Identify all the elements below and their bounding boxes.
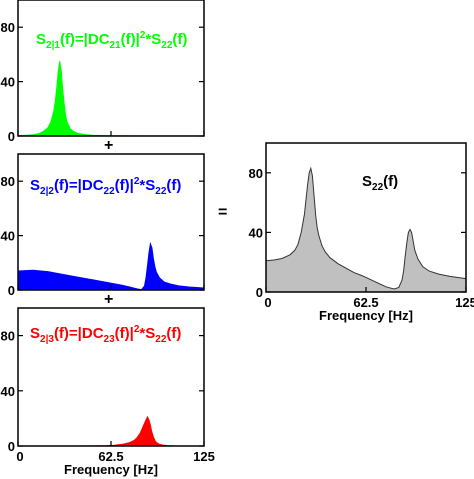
y-tick-label: 0 — [8, 439, 15, 454]
x-tick-label: 62.5 — [98, 449, 123, 464]
y-tick-label: 0 — [8, 283, 15, 298]
series-line — [265, 166, 467, 290]
chart-title: S2|1(f)=|DC21(f)|2*S22(f) — [36, 30, 187, 51]
y-tick-label: 80 — [1, 329, 15, 344]
chart-panel-3: 0 40 80 0 62.5 125 Frequency [Hz] S2|3(f)=|DC23… — [1, 307, 215, 477]
plot-frame — [17, 153, 205, 291]
plot-frame — [17, 0, 205, 137]
x-axis-label: Frequency [Hz] — [319, 308, 413, 323]
y-tick-label: 80 — [1, 174, 15, 189]
y-tick-label: 80 — [249, 166, 263, 181]
plus-operator-1: + — [104, 137, 114, 154]
chart-title: S2|3(f)=|DC23(f)|2*S22(f) — [30, 324, 181, 345]
equals-operator: = — [218, 204, 228, 221]
chart-panel-2: 0 40 80 S2|2(f)=|DC22(f)|2*S22(f) — [1, 153, 205, 298]
plus-operator-2: + — [104, 291, 114, 308]
y-tick-label: 40 — [1, 75, 15, 90]
area-series — [18, 243, 204, 290]
y-tick-label: 0 — [256, 285, 263, 300]
series-line — [17, 241, 205, 291]
chart-title: S22(f) — [362, 173, 398, 193]
series-line — [17, 61, 204, 137]
y-tick-label: 40 — [249, 225, 263, 240]
x-tick-label: 125 — [193, 449, 215, 464]
chart-title: S2|2(f)=|DC22(f)|2*S22(f) — [30, 176, 181, 197]
y-tick-label: 40 — [1, 229, 15, 244]
y-tick-label: 40 — [1, 384, 15, 399]
series-line — [18, 415, 204, 447]
y-tick-label: 0 — [8, 129, 15, 144]
x-tick-label: 62.5 — [353, 295, 378, 310]
x-tick-label: 125 — [455, 295, 474, 310]
y-tick-label: 80 — [1, 20, 15, 35]
x-axis-label: Frequency [Hz] — [64, 462, 158, 477]
area-series — [266, 168, 466, 292]
x-tick-label: 0 — [264, 295, 271, 310]
area-series — [18, 61, 204, 137]
x-tick-label: 0 — [16, 449, 23, 464]
chart-panel-1: 0 40 80 S2|1(f)=|DC21(f)|2*S22(f) — [1, 0, 205, 144]
chart-panel-4: 0 40 80 0 62.5 125 Frequency [Hz] S22(f) — [249, 142, 474, 323]
